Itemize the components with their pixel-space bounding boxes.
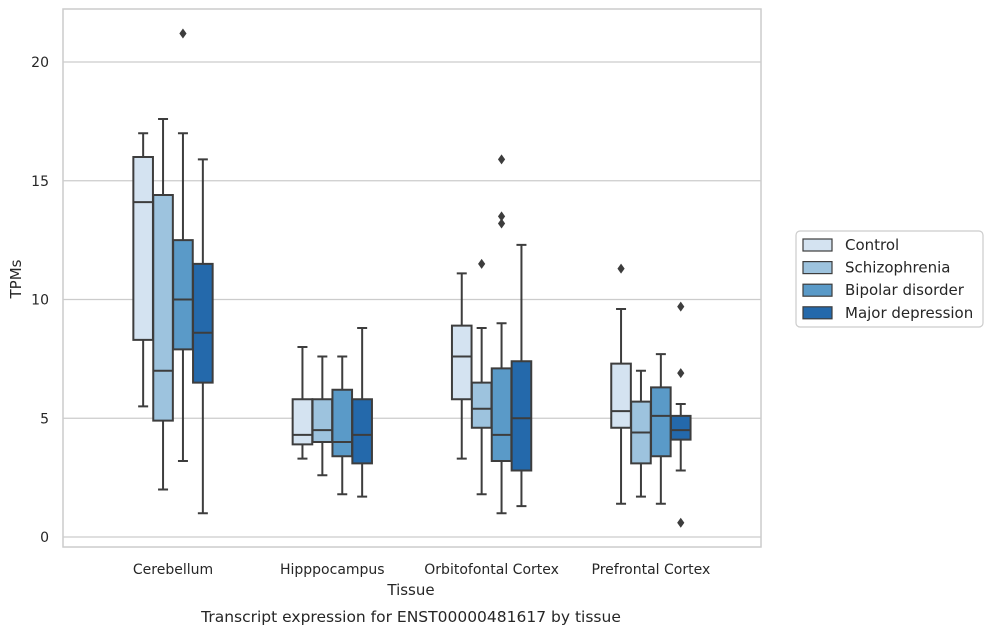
box	[132, 132, 154, 408]
box-iqr	[351, 398, 373, 465]
series-group	[152, 118, 652, 498]
y-tick-label: 20	[31, 55, 49, 71]
box-iqr	[650, 386, 672, 458]
outlier-point	[497, 218, 506, 229]
box-iqr	[291, 398, 314, 446]
box	[669, 301, 692, 528]
legend: Control Schizophrenia Bipolar disorder Majo…	[795, 230, 984, 328]
y-tick-label: 15	[31, 174, 49, 190]
outlier-point	[179, 28, 187, 39]
y-tick-label: 0	[40, 530, 49, 546]
box	[490, 154, 513, 515]
y-tick-label: 10	[31, 293, 49, 309]
legend-entry-label: Control	[845, 236, 899, 254]
legend-swatch	[802, 238, 833, 252]
box	[192, 158, 214, 515]
box	[450, 272, 473, 460]
box	[291, 346, 314, 460]
box-iqr	[450, 324, 473, 401]
box-iqr	[331, 388, 354, 458]
x-tick-label: Prefrontal Cortex	[592, 562, 711, 578]
box-iqr	[470, 381, 493, 429]
legend-swatch	[802, 306, 833, 320]
legend-entry-label: Bipolar disorder	[845, 281, 965, 299]
box-iqr	[172, 239, 194, 351]
y-axis-ticks: 0 5 10 15 20	[31, 55, 49, 546]
box-iqr	[510, 360, 533, 472]
series-group	[172, 28, 672, 515]
x-tick-label: Orbitofontal Cortex	[424, 562, 559, 578]
box-iqr	[669, 414, 692, 441]
outlier-point	[617, 263, 625, 274]
legend-frame	[795, 230, 984, 328]
box	[610, 263, 632, 505]
box	[331, 355, 354, 496]
plot-frame	[62, 8, 762, 548]
box-series	[132, 28, 692, 528]
box	[351, 327, 373, 498]
outlier-point	[478, 258, 486, 269]
box	[172, 28, 194, 462]
box	[510, 243, 533, 508]
legend-entry-label: Major depression	[845, 304, 973, 322]
y-axis-label: TPMs	[7, 259, 25, 299]
chart-caption: Transcript expression for ENST0000048161…	[200, 608, 621, 626]
outlier-point	[497, 211, 506, 222]
box	[152, 118, 174, 491]
x-tick-label: Cerebellum	[133, 562, 213, 578]
box-iqr	[610, 362, 632, 429]
box-iqr	[132, 156, 154, 341]
legend-swatch	[802, 283, 833, 297]
box	[650, 353, 672, 505]
box-iqr	[192, 262, 214, 384]
y-tick-label: 5	[40, 411, 49, 427]
outlier-point	[677, 301, 685, 312]
legend-swatch	[802, 261, 833, 275]
legend-entry-label: Schizophrenia	[845, 259, 950, 277]
series-group	[192, 158, 692, 528]
box-iqr	[311, 398, 334, 443]
outlier-point	[677, 368, 685, 379]
x-tick-label: Hipppocampus	[280, 562, 385, 578]
outlier-point	[497, 154, 506, 165]
box	[311, 355, 334, 477]
box-iqr	[152, 194, 174, 422]
x-axis-label: Tissue	[386, 581, 434, 599]
box	[470, 258, 493, 496]
x-axis-ticks: Cerebellum Hipppocampus Orbitofontal Corte…	[133, 562, 710, 578]
outlier-point	[677, 517, 685, 528]
box	[630, 369, 652, 498]
box-iqr	[490, 367, 513, 462]
